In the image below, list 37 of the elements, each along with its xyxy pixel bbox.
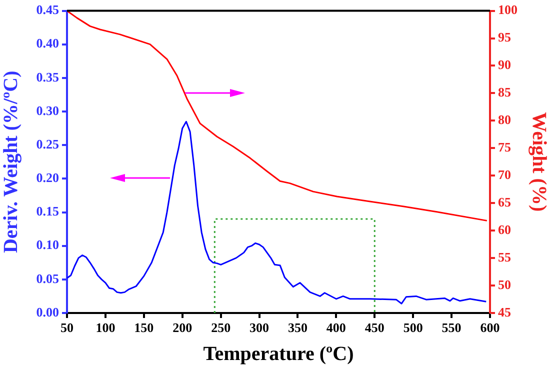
y2-tick-label: 95 [498, 30, 512, 45]
x-tick-label: 350 [288, 320, 308, 336]
y2-tick-label: 90 [498, 57, 511, 72]
y2-tick-label: 75 [498, 140, 512, 155]
y-tick-label: 0.20 [36, 170, 59, 186]
y2-tick-label: 65 [498, 194, 512, 210]
y-tick-label: 0.40 [36, 36, 59, 51]
x-tick-label: 550 [442, 320, 462, 336]
x-axis-title: Temperature (ºC) [203, 343, 354, 366]
y-tick-label: 0.45 [36, 2, 60, 18]
x-tick-label: 300 [250, 320, 270, 336]
x-tick-label: 500 [403, 320, 423, 336]
y-tick-label: 0.35 [36, 69, 60, 84]
y2-tick-label: 100 [498, 2, 518, 18]
y2-tick-label: 85 [498, 84, 512, 100]
y2-tick-label: 80 [498, 112, 511, 128]
x-tick-label: 400 [326, 320, 346, 336]
y2-tick-label: 50 [498, 276, 511, 292]
x-tick-label: 50 [60, 320, 74, 336]
y-tick-label: 0.10 [36, 237, 59, 252]
y2-tick-label: 45 [498, 304, 512, 320]
y-axis-title: Deriv. Weight (%/ºC) [0, 70, 22, 254]
y-tick-label: 0.30 [36, 102, 59, 118]
y-tick-label: 0.05 [36, 270, 60, 286]
y-tick-label: 0.25 [36, 136, 60, 152]
y2-tick-label: 55 [498, 249, 512, 264]
x-tick-label: 600 [480, 320, 500, 336]
x-tick-label: 150 [134, 320, 154, 336]
y2-tick-label: 70 [498, 166, 511, 182]
y-tick-label: 0.15 [36, 204, 60, 219]
x-tick-label: 100 [96, 320, 116, 336]
y-tick-label: 0.00 [36, 304, 59, 320]
y2-tick-label: 60 [498, 222, 511, 237]
x-tick-label: 250 [211, 320, 231, 336]
y2-axis-title: Weight (%) [528, 112, 550, 212]
x-tick-label: 450 [364, 320, 384, 336]
x-tick-label: 200 [172, 320, 192, 336]
